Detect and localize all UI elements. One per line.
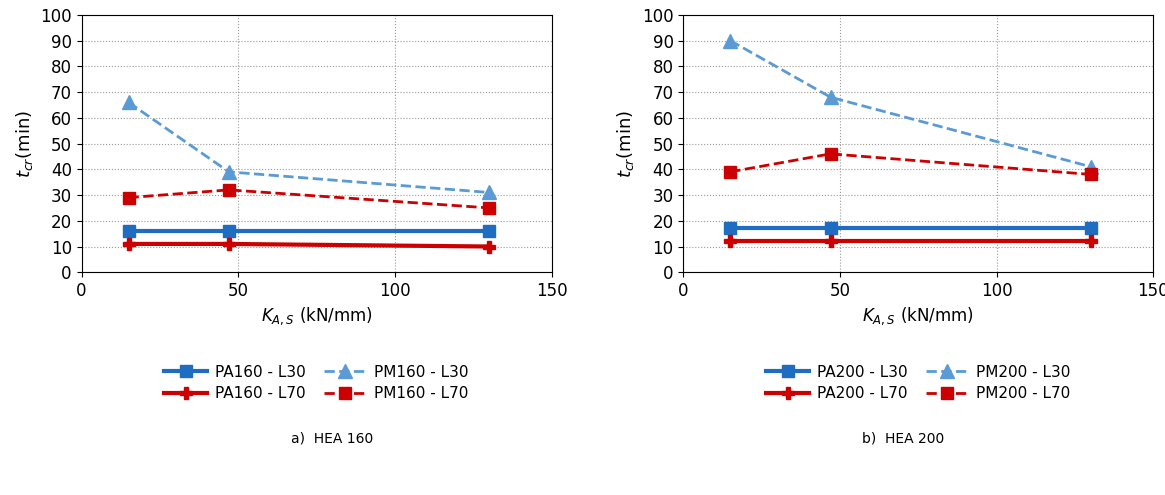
- Y-axis label: $t_{cr}$(min): $t_{cr}$(min): [615, 109, 636, 178]
- Text: a)  HEA 160: a) HEA 160: [291, 431, 373, 445]
- Text: b)  HEA 200: b) HEA 200: [862, 431, 944, 445]
- X-axis label: $\mathit{K}_{A,S}$ (kN/mm): $\mathit{K}_{A,S}$ (kN/mm): [261, 305, 373, 327]
- Legend: PA200 - L30, PA200 - L70, PM200 - L30, PM200 - L70: PA200 - L30, PA200 - L70, PM200 - L30, P…: [767, 365, 1071, 401]
- Legend: PA160 - L30, PA160 - L70, PM160 - L30, PM160 - L70: PA160 - L30, PA160 - L70, PM160 - L30, P…: [164, 365, 468, 401]
- X-axis label: $\mathit{K}_{A,S}$ (kN/mm): $\mathit{K}_{A,S}$ (kN/mm): [862, 305, 974, 327]
- Y-axis label: $t_{cr}$(min): $t_{cr}$(min): [14, 109, 35, 178]
